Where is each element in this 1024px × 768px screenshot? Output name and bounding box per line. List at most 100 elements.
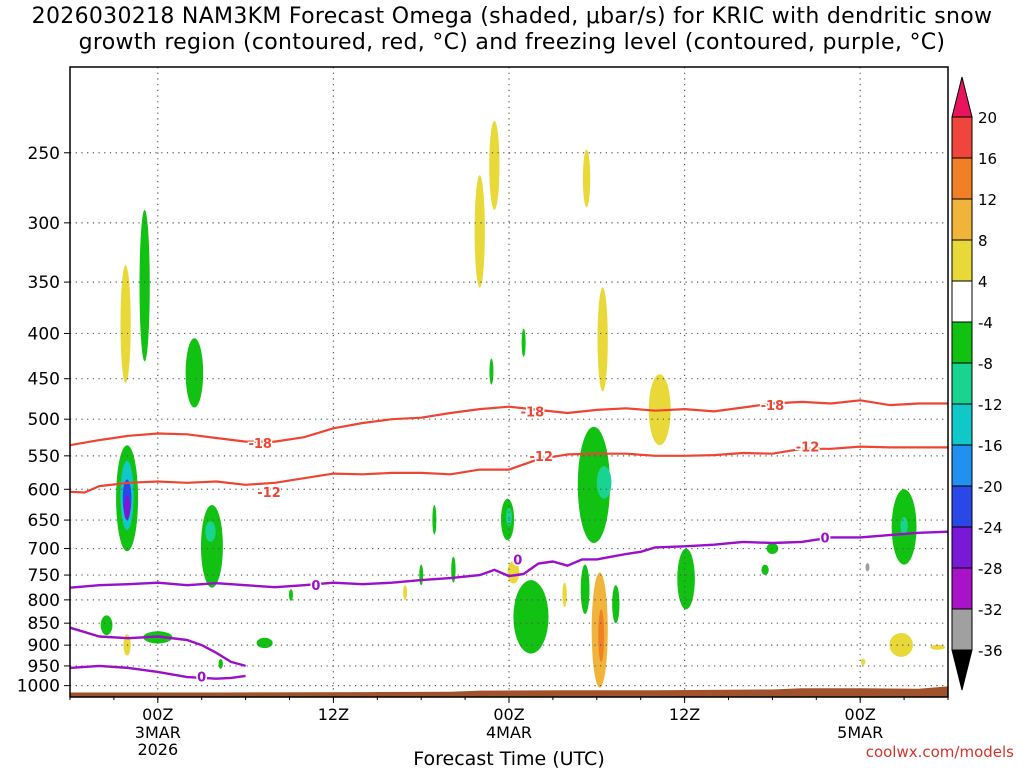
x-tick-label: 00Z — [142, 705, 173, 724]
dgz-contour--12 — [69, 445, 948, 494]
dgz-contour-label: -12 — [257, 486, 281, 501]
chart-title-line-2: growth region (contoured, red, °C) and f… — [78, 30, 946, 55]
colorbar-tick-label: -28 — [978, 560, 1003, 578]
colorbar-swatch — [951, 403, 973, 446]
freezing-level-label: 0 — [311, 579, 320, 594]
colorbar-swatch — [951, 239, 973, 282]
colorbar-tick-label: -36 — [978, 642, 1003, 660]
dgz-contour-label: -18 — [521, 405, 545, 420]
y-tick-label: 600 — [28, 480, 60, 500]
omega-shaded-region — [218, 658, 223, 669]
y-tick-label: 900 — [28, 636, 60, 656]
omega-shaded-region — [761, 564, 769, 576]
omega-shaded-region — [513, 580, 549, 654]
omega-shaded-region — [612, 585, 620, 624]
colorbar-swatch — [951, 362, 973, 405]
plot-frame — [69, 66, 949, 698]
colorbar-top-arrow — [951, 76, 973, 118]
y-tick-label: 500 — [28, 410, 60, 430]
omega-shaded-region — [766, 543, 779, 554]
omega-shaded-region — [403, 585, 408, 600]
x-tick-label: 00Z — [845, 705, 876, 724]
dgz-contour-label: -18 — [248, 437, 272, 452]
colorbar-swatch — [951, 567, 973, 610]
omega-shaded-region — [562, 582, 567, 608]
omega-shaded-region — [489, 358, 494, 385]
omega-shaded-region — [205, 521, 216, 542]
x-tick-date-label: 4MAR — [486, 723, 532, 742]
colorbar-swatch — [951, 444, 973, 487]
omega-shaded-region — [120, 265, 131, 383]
colorbar-swatch — [951, 608, 973, 651]
colorbar-tick-label: -32 — [978, 601, 1003, 619]
y-tick-label: 650 — [28, 511, 60, 531]
omega-shaded-region — [123, 495, 131, 521]
freezing-level-label: 0 — [197, 671, 206, 686]
freezing-level-contour — [69, 664, 246, 680]
x-tick-year-label: 2026 — [137, 740, 178, 759]
omega-shaded-region — [489, 120, 500, 210]
colorbar-swatch — [951, 157, 973, 200]
x-tick-date-label: 3MAR — [135, 723, 181, 742]
y-tick-label: 450 — [28, 370, 60, 390]
y-tick-label: 400 — [28, 324, 60, 344]
omega-shaded-region — [200, 504, 223, 588]
colorbar-swatch — [951, 280, 973, 323]
omega-shaded-region — [256, 637, 273, 649]
x-tick-label: 00Z — [493, 705, 524, 724]
colorbar-tick-label: -20 — [978, 478, 1003, 496]
omega-shaded-region — [506, 508, 512, 526]
y-tick-label: 250 — [28, 144, 60, 164]
omega-shaded-region — [432, 504, 437, 535]
x-tick-label: 12Z — [318, 705, 349, 724]
y-tick-label: 300 — [28, 214, 60, 234]
omega-shaded-region — [900, 517, 908, 535]
freezing-level-label: 0 — [513, 553, 522, 568]
dgz-contour-label: -12 — [796, 441, 820, 456]
dgz-contour--18 — [69, 399, 948, 447]
chart-title-line-1: 2026030218 NAM3KM Forecast Omega (shaded… — [31, 4, 993, 29]
colorbar-tick-label: 12 — [978, 191, 997, 209]
x-axis-title: Forecast Time (UTC) — [413, 748, 604, 768]
y-tick-label: 950 — [28, 657, 60, 677]
omega-shaded-region — [580, 564, 590, 615]
colorbar-swatch — [951, 485, 973, 528]
y-tick-label: 350 — [28, 273, 60, 293]
freezing-level-label: 0 — [821, 531, 830, 546]
colorbar-swatch — [951, 198, 973, 241]
y-tick-label: 850 — [28, 614, 60, 634]
y-tick-label: 550 — [28, 447, 60, 467]
omega-shaded-region — [930, 644, 946, 650]
dgz-contour-label: -18 — [761, 399, 785, 414]
omega-shaded-region — [889, 632, 913, 657]
y-tick-label: 700 — [28, 540, 60, 560]
omega-shaded-region — [139, 209, 150, 362]
colorbar-swatch — [951, 526, 973, 569]
colorbar-bottom-arrow — [951, 649, 973, 691]
colorbar-tick-label: -24 — [978, 519, 1003, 537]
omega-shaded-region — [596, 466, 612, 499]
omega-shaded-region — [597, 287, 608, 392]
colorbar-tick-label: -12 — [978, 396, 1003, 414]
omega-shaded-region — [185, 338, 204, 408]
colorbar-swatch — [951, 321, 973, 364]
y-tick-label: 1000 — [17, 677, 60, 697]
x-tick-date-label: 5MAR — [837, 723, 883, 742]
omega-shaded-region — [419, 564, 424, 586]
omega-shaded-region — [577, 426, 610, 544]
freezing-level-contour — [69, 530, 949, 589]
y-tick-label: 750 — [28, 566, 60, 586]
colorbar-tick-label: 8 — [978, 232, 988, 250]
colorbar-tick-label: -16 — [978, 437, 1003, 455]
omega-shaded-region — [677, 548, 695, 610]
omega-shaded-region — [598, 609, 605, 662]
colorbar-tick-label: -4 — [978, 314, 993, 332]
terrain-band — [70, 686, 948, 697]
colorbar-tick-label: 16 — [978, 150, 997, 168]
omega-shaded-region — [865, 563, 870, 572]
omega-shaded-region — [582, 149, 591, 208]
omega-shaded-region — [451, 556, 456, 583]
colorbar-tick-label: 20 — [978, 109, 997, 127]
omega-shaded-region — [860, 658, 866, 666]
